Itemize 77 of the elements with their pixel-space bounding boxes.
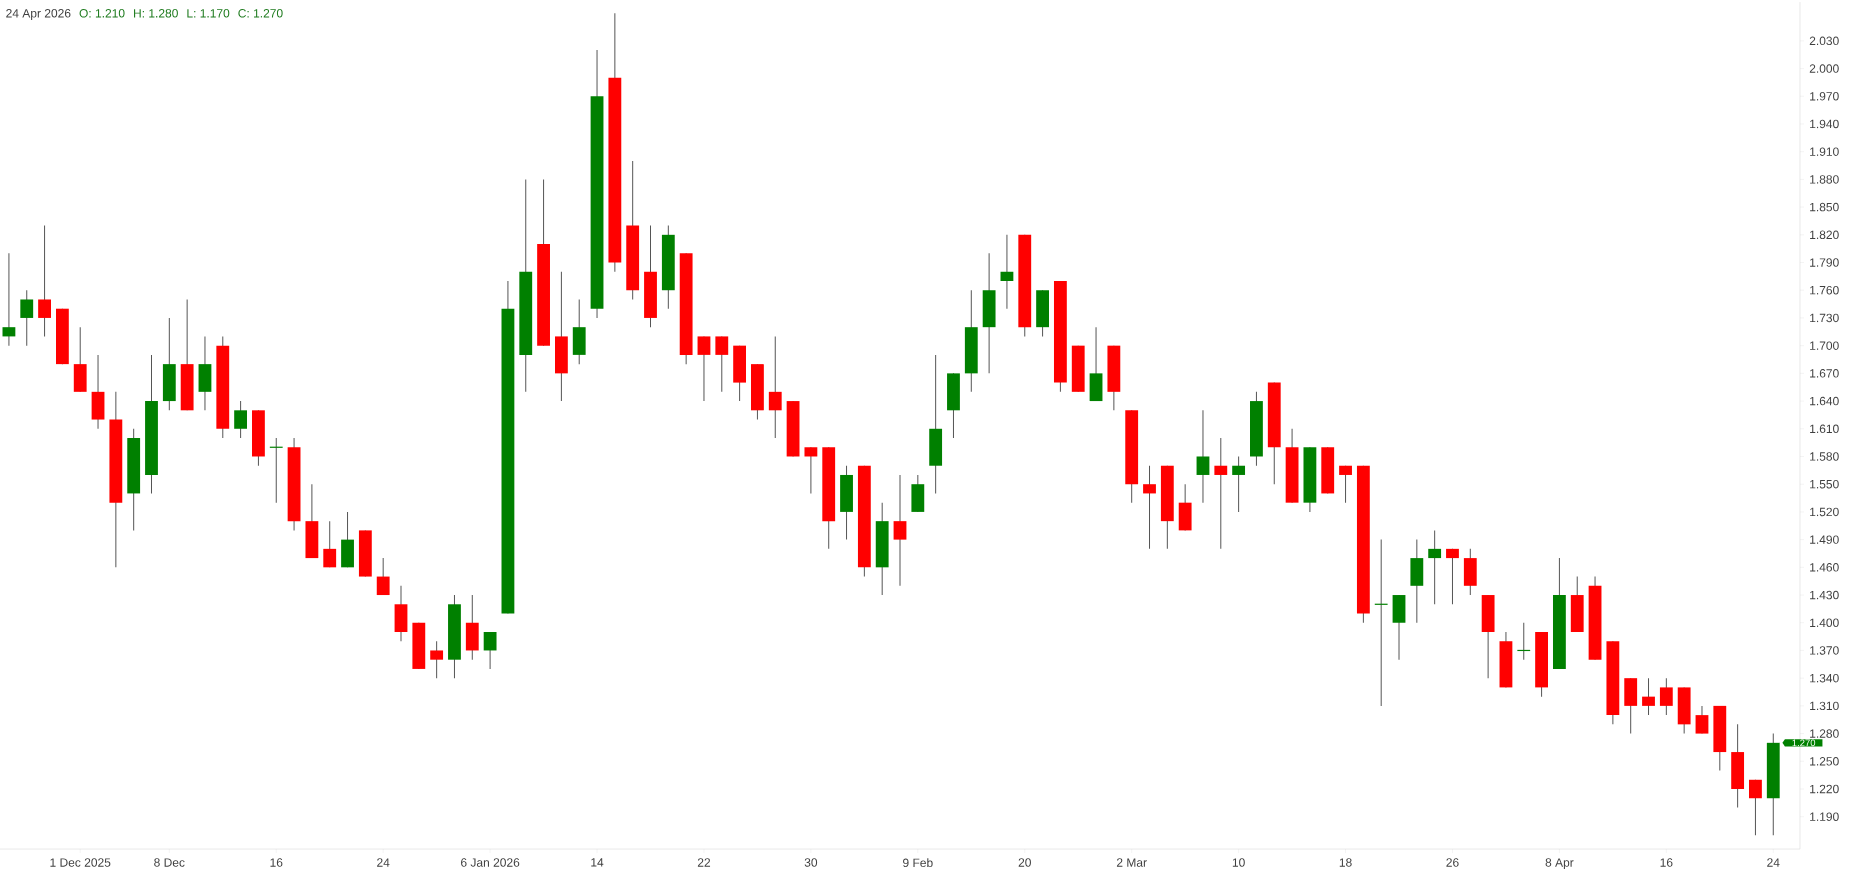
annotation: O: 1.210 [79,9,125,18]
candlestick [893,474,907,587]
candlestick [804,446,818,494]
x-tick-label: 2 Mar [1116,858,1147,867]
y-tick-label: 1.490 [1810,535,1839,544]
annotation: 1.270 [1792,739,1816,747]
text: 24 Apr 2026 [6,9,71,20]
y-tick-label: 1.640 [1810,396,1839,406]
x-tick-label: 8 Dec [154,858,185,867]
y-tick-label: 1.460 [1810,563,1839,572]
y-tick-label: 1.940 [1810,119,1839,129]
candlestick [2,252,16,347]
y-tick-label: 2.030 [1809,36,1839,46]
y-tick-label: 1.580 [1810,452,1839,461]
y-tick-label: 1.430 [1810,590,1839,600]
y-tick-label: 1.250 [1810,757,1839,766]
candlestick [1659,677,1673,716]
y-tick-label: 1.550 [1810,479,1839,489]
candlestick [1749,779,1762,836]
y-tick-label: 1.400 [1810,618,1839,627]
x-tick-label: 1 Dec 2025 [50,858,111,867]
annotation: H: 1.280 [134,9,178,18]
candlestick [1695,705,1709,735]
y-tick-label: 1.610 [1810,424,1839,434]
y-tick-label: 2.000 [1809,64,1839,73]
y-tick-label: 1.790 [1810,258,1839,267]
x-tick-label: 10 [1232,858,1245,867]
candlestick [1446,548,1459,605]
x-tick-label: 14 [591,858,604,867]
x-tick-label: 26 [1446,858,1459,867]
x-tick-label: 30 [804,858,818,867]
x-tick-label: 24 [377,858,390,867]
y-tick-label: 1.190 [1810,812,1839,821]
candlestick [1428,529,1442,605]
y-tick-label: 1.310 [1810,701,1839,711]
candlestick [1232,455,1246,513]
annotation: L: 1.170 [187,9,230,18]
annotation: C: 1.270 [238,9,283,18]
candlestick [483,631,497,670]
y-tick-label: 1.340 [1810,673,1839,683]
candlestick [1196,409,1210,504]
candlestick [430,640,444,679]
y-tick-label: 1.280 [1810,729,1839,738]
y-tick-label: 1.700 [1810,341,1839,350]
x-tick-label: 18 [1339,858,1352,867]
x-tick-label: 6 Jan 2026 [461,858,520,867]
candlestick [1339,465,1352,504]
candlestick [768,335,782,439]
x-tick-label: 16 [270,858,283,867]
y-tick-label: 1.760 [1810,285,1839,295]
y-tick-label: 1.850 [1810,202,1839,212]
candlestick [20,289,34,347]
y-tick-label: 1.820 [1810,230,1839,240]
y-tick-label: 1.670 [1810,369,1839,378]
candlestick [323,520,337,568]
candlestick [1642,677,1655,716]
y-tick-label: 1.880 [1810,175,1839,184]
candlestick [376,557,390,596]
x-tick-label: 9 Feb [903,858,933,868]
y-tick-label: 1.730 [1810,313,1839,323]
candlestick [1214,437,1228,550]
candlestick [697,335,711,402]
x-tick-label: 24 [1767,858,1780,867]
candlestick [715,335,729,393]
x-tick-label: 20 [1018,858,1031,867]
candlestick [1000,234,1014,310]
candlestick [234,400,248,439]
y-tick-label: 1.520 [1810,507,1839,517]
y-tick-label: 1.220 [1810,784,1839,794]
x-tick-label: 22 [697,858,711,867]
y-tick-label: 1.970 [1810,92,1839,101]
candlestick [1143,465,1156,550]
candlestick [38,225,51,337]
x-tick-label: 8 Apr [1545,858,1574,870]
x-tick-label: 16 [1660,858,1673,867]
y-tick-label: 1.910 [1810,147,1839,156]
y-tick-label: 1.370 [1810,646,1839,655]
